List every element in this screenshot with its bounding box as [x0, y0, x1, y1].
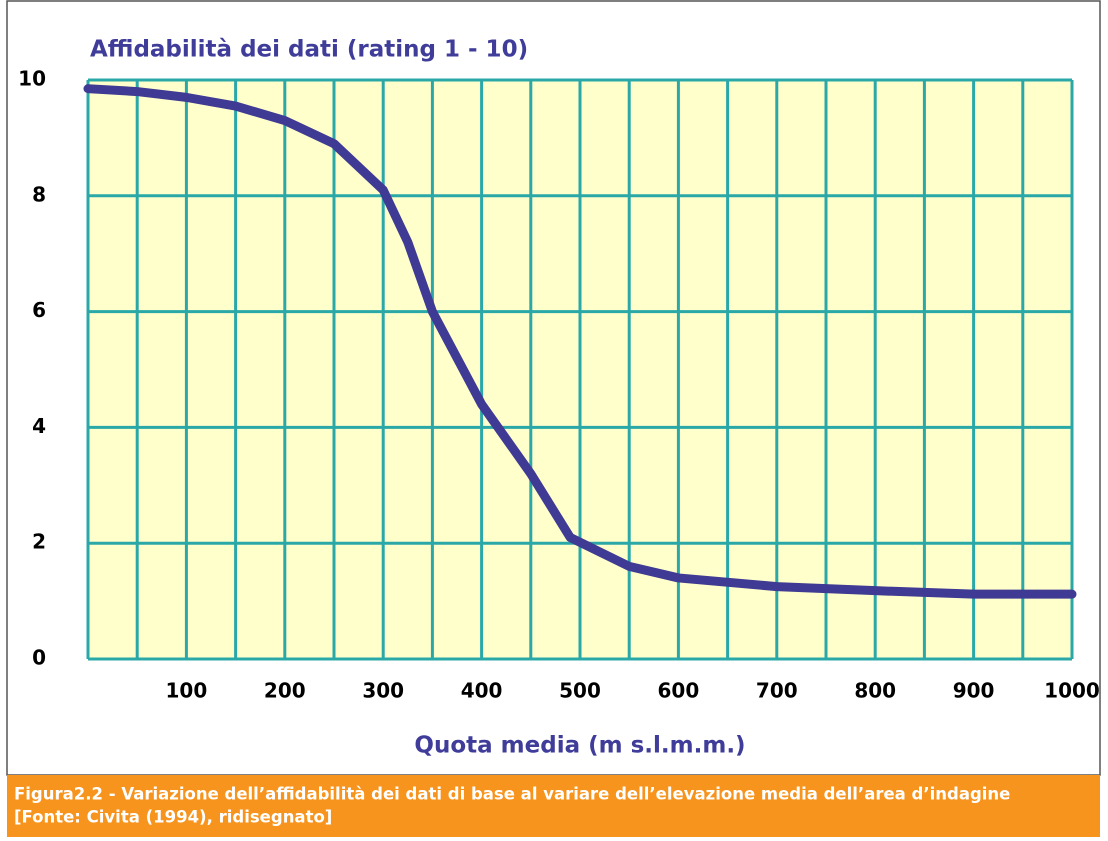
x-tick-label: 100	[166, 679, 208, 703]
x-tick-label: 800	[854, 679, 896, 703]
x-tick-label: 900	[953, 679, 995, 703]
y-tick-label: 2	[32, 530, 46, 554]
y-tick-label: 0	[32, 646, 46, 670]
caption-box	[7, 775, 1100, 837]
x-tick-label: 300	[362, 679, 404, 703]
x-tick-label: 200	[264, 679, 306, 703]
y-tick-label: 6	[32, 298, 46, 322]
caption-line: [Fonte: Civita (1994), ridisegnato]	[14, 808, 332, 827]
y-tick-label: 4	[32, 414, 46, 438]
x-tick-label: 400	[461, 679, 503, 703]
x-axis-label: Quota media (m s.l.m.m.)	[414, 733, 745, 759]
y-tick-label: 10	[18, 67, 46, 91]
caption-line: Figura2.2 - Variazione dell’affidabilità…	[14, 785, 1010, 804]
data-line	[83, 84, 1077, 599]
chart-title: Affidabilità dei dati (rating 1 - 10)	[90, 37, 528, 63]
x-tick-label: 600	[658, 679, 700, 703]
x-tick-label: 1000	[1044, 679, 1100, 703]
x-tick-label: 700	[756, 679, 798, 703]
x-tick-label: 500	[559, 679, 601, 703]
y-tick-label: 8	[32, 182, 46, 206]
